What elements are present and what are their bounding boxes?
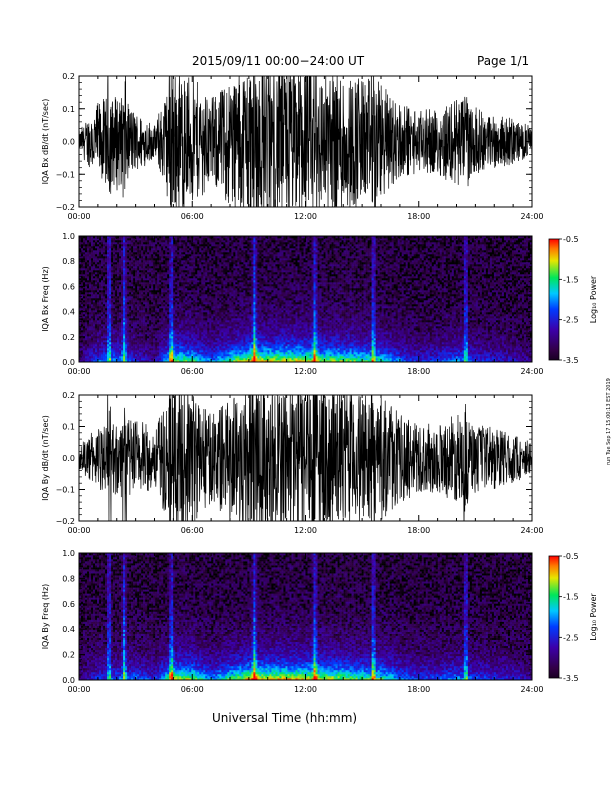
colorbar (548, 555, 560, 679)
y-tick-label: −0.1 (56, 486, 75, 495)
y-tick-label: −0.2 (56, 517, 75, 526)
x-tick-label: 06:00 (181, 367, 204, 376)
colorbar-tick-label: -0.5 (563, 235, 579, 244)
y-tick-label: 0.4 (62, 308, 75, 317)
x-tick-label: 24:00 (520, 212, 543, 221)
x-tick-label: 24:00 (520, 685, 543, 694)
colorbar-label: Log₁₀ Power (589, 275, 598, 323)
colorbar-tick-label: -2.5 (563, 633, 579, 642)
x-tick-label: 12:00 (294, 526, 317, 535)
y-tick-label: 0.6 (62, 282, 75, 291)
y-tick-label: 0.1 (62, 105, 75, 114)
y-tick-label: −0.1 (56, 170, 75, 179)
y-tick-label: 0.2 (62, 391, 75, 400)
y-tick-label: 1.0 (62, 232, 75, 241)
x-tick-label: 24:00 (520, 367, 543, 376)
x-tick-label: 06:00 (181, 526, 204, 535)
colorbar-label: Log₁₀ Power (589, 593, 598, 641)
y-axis-label: IQA Bx dB/dt (nT/sec) (41, 99, 50, 185)
x-tick-label: 00:00 (67, 367, 90, 376)
x-tick-label: 12:00 (294, 212, 317, 221)
y-tick-label: 0.0 (62, 358, 75, 367)
colorbar-tick-label: -1.5 (563, 593, 579, 602)
page-number: Page 1/1 (477, 54, 529, 68)
y-tick-label: 0.6 (62, 600, 75, 609)
y-tick-label: 0.1 (62, 423, 75, 432)
x-tick-label: 00:00 (67, 685, 90, 694)
dbdt-waveform-line (79, 76, 532, 207)
y-tick-label: 0.0 (62, 138, 75, 147)
x-axis-title: Universal Time (hh:mm) (212, 711, 357, 725)
x-tick-label: 00:00 (67, 212, 90, 221)
x-tick-label: 24:00 (520, 526, 543, 535)
colorbar-tick-label: -1.5 (563, 275, 579, 284)
run-timestamp-note: run Tue Sep 17 15:00:13 EST 2019 (606, 378, 612, 465)
spectrogram-image (79, 553, 533, 681)
y-tick-label: 0.2 (62, 651, 75, 660)
colorbar (548, 238, 560, 361)
x-tick-label: 18:00 (407, 526, 430, 535)
x-tick-label: 12:00 (294, 685, 317, 694)
y-tick-label: 0.8 (62, 257, 75, 266)
y-tick-label: 1.0 (62, 549, 75, 558)
x-tick-label: 18:00 (407, 367, 430, 376)
y-axis-label: IQA By dB/dt (nT/sec) (41, 415, 50, 501)
spectrogram-image (79, 236, 533, 363)
y-tick-label: 0.0 (62, 454, 75, 463)
colorbar-tick-label: -0.5 (563, 552, 579, 561)
y-axis-label: IQA By Freq (Hz) (41, 584, 50, 650)
x-tick-label: 12:00 (294, 367, 317, 376)
colorbar-tick-label: -3.5 (563, 356, 579, 365)
y-tick-label: 0.2 (62, 333, 75, 342)
x-tick-label: 06:00 (181, 212, 204, 221)
y-tick-label: 0.2 (62, 72, 75, 81)
dbdt-waveform-line (79, 395, 532, 521)
colorbar-tick-label: -3.5 (563, 674, 579, 683)
page-title: 2015/09/11 00:00−24:00 UT (192, 54, 364, 68)
y-tick-label: −0.2 (56, 203, 75, 212)
y-tick-label: 0.8 (62, 574, 75, 583)
colorbar-tick-label: -2.5 (563, 316, 579, 325)
x-tick-label: 18:00 (407, 212, 430, 221)
y-axis-label: IQA Bx Freq (Hz) (41, 266, 50, 332)
x-tick-label: 00:00 (67, 526, 90, 535)
x-tick-label: 18:00 (407, 685, 430, 694)
y-tick-label: 0.4 (62, 625, 75, 634)
y-tick-label: 0.0 (62, 676, 75, 685)
x-tick-label: 06:00 (181, 685, 204, 694)
